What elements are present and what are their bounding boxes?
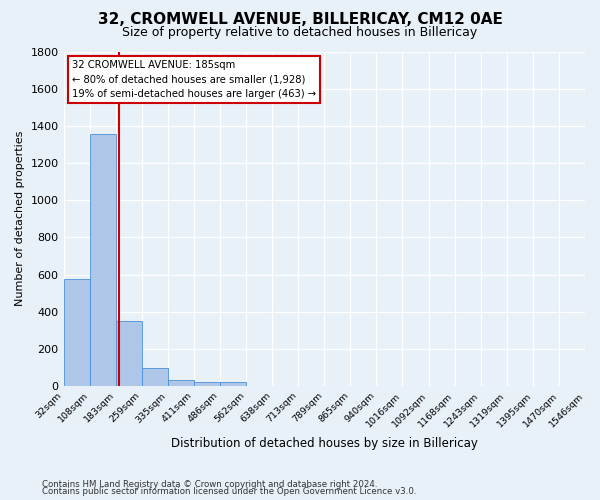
Text: Size of property relative to detached houses in Billericay: Size of property relative to detached ho…	[122, 26, 478, 39]
Bar	[142, 368, 168, 386]
Text: Contains HM Land Registry data © Crown copyright and database right 2024.: Contains HM Land Registry data © Crown c…	[42, 480, 377, 489]
Bar	[64, 279, 89, 386]
Bar	[89, 134, 116, 386]
Y-axis label: Number of detached properties: Number of detached properties	[15, 131, 25, 306]
Bar	[220, 382, 246, 386]
Text: Contains public sector information licensed under the Open Government Licence v3: Contains public sector information licen…	[42, 487, 416, 496]
Bar	[194, 382, 220, 386]
Text: 32, CROMWELL AVENUE, BILLERICAY, CM12 0AE: 32, CROMWELL AVENUE, BILLERICAY, CM12 0A…	[98, 12, 502, 26]
Bar	[168, 380, 194, 386]
Bar	[116, 321, 142, 386]
Text: 32 CROMWELL AVENUE: 185sqm
← 80% of detached houses are smaller (1,928)
19% of s: 32 CROMWELL AVENUE: 185sqm ← 80% of deta…	[72, 60, 316, 100]
X-axis label: Distribution of detached houses by size in Billericay: Distribution of detached houses by size …	[171, 437, 478, 450]
